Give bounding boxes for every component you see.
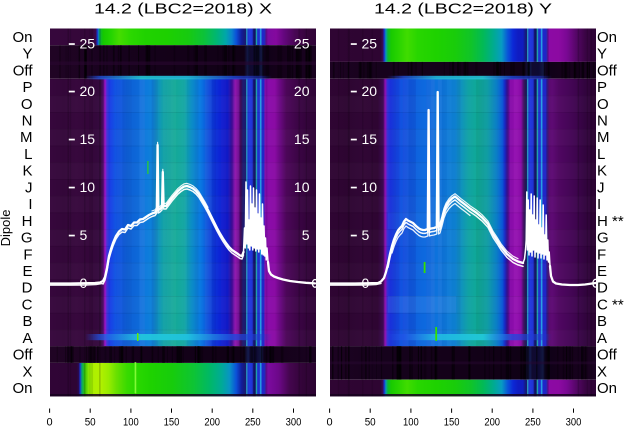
svg-text:10: 10: [362, 179, 378, 195]
svg-text:5: 5: [80, 227, 88, 243]
svg-text:I: I: [28, 196, 32, 213]
svg-text:250: 250: [245, 417, 261, 429]
svg-text:P: P: [22, 79, 32, 96]
svg-text:15: 15: [362, 131, 378, 147]
svg-text:C **: C **: [597, 296, 624, 313]
svg-text:0: 0: [80, 275, 88, 291]
svg-text:H **: H **: [597, 213, 624, 230]
svg-text:Off: Off: [13, 347, 34, 364]
svg-text:G: G: [21, 230, 33, 247]
svg-text:K: K: [22, 163, 32, 180]
svg-text:B: B: [22, 313, 32, 330]
svg-text:I: I: [597, 196, 601, 213]
svg-text:E: E: [22, 263, 32, 280]
svg-text:150: 150: [164, 417, 180, 429]
svg-text:14.2 (LBC2=2018) Y: 14.2 (LBC2=2018) Y: [374, 2, 552, 18]
svg-text:H: H: [22, 213, 33, 230]
svg-text:20: 20: [362, 83, 378, 99]
svg-text:L: L: [597, 146, 605, 163]
svg-text:200: 200: [204, 417, 220, 429]
svg-text:5: 5: [362, 227, 370, 243]
svg-text:J: J: [597, 179, 605, 196]
svg-text:20: 20: [294, 83, 310, 99]
svg-text:E: E: [597, 263, 607, 280]
svg-text:5: 5: [302, 227, 310, 243]
svg-text:B: B: [597, 313, 607, 330]
svg-text:On: On: [12, 29, 32, 46]
svg-text:On: On: [597, 380, 617, 397]
svg-text:10: 10: [80, 179, 96, 195]
svg-text:15: 15: [294, 131, 310, 147]
svg-text:On: On: [12, 380, 32, 397]
svg-text:20: 20: [80, 83, 96, 99]
svg-text:300: 300: [566, 417, 582, 429]
svg-text:P: P: [597, 79, 607, 96]
svg-text:25: 25: [80, 36, 96, 52]
svg-text:200: 200: [484, 417, 500, 429]
svg-text:A: A: [22, 330, 32, 347]
svg-text:0: 0: [362, 275, 370, 291]
svg-text:X: X: [597, 363, 607, 380]
svg-text:0: 0: [47, 417, 53, 429]
svg-text:15: 15: [80, 131, 96, 147]
svg-text:M: M: [597, 129, 610, 146]
svg-text:A: A: [597, 330, 607, 347]
svg-text:100: 100: [403, 417, 419, 429]
svg-text:25: 25: [362, 36, 378, 52]
svg-text:100: 100: [123, 417, 139, 429]
svg-text:Off: Off: [597, 62, 618, 79]
svg-text:M: M: [20, 129, 33, 146]
svg-text:Off: Off: [597, 347, 618, 364]
svg-text:N: N: [597, 113, 608, 130]
svg-text:150: 150: [444, 417, 460, 429]
svg-text:14.2 (LBC2=2018) X: 14.2 (LBC2=2018) X: [94, 2, 272, 18]
svg-text:50: 50: [85, 417, 96, 429]
svg-text:D: D: [22, 280, 33, 297]
svg-text:10: 10: [294, 179, 310, 195]
svg-text:G: G: [597, 230, 609, 247]
svg-text:250: 250: [525, 417, 541, 429]
svg-text:300: 300: [286, 417, 302, 429]
svg-text:25: 25: [294, 36, 310, 52]
svg-text:X: X: [22, 363, 32, 380]
svg-text:L: L: [24, 146, 32, 163]
svg-text:K: K: [597, 163, 607, 180]
svg-text:F: F: [23, 246, 32, 263]
svg-text:Y: Y: [22, 46, 32, 63]
svg-text:50: 50: [365, 417, 376, 429]
svg-text:J: J: [25, 179, 33, 196]
svg-text:N: N: [22, 113, 33, 130]
svg-text:On: On: [597, 29, 617, 46]
svg-text:Y: Y: [597, 46, 607, 63]
svg-text:D: D: [597, 280, 608, 297]
svg-text:0: 0: [327, 417, 333, 429]
svg-text:O: O: [21, 96, 33, 113]
svg-text:F: F: [597, 246, 606, 263]
svg-text:Dipole: Dipole: [0, 210, 13, 247]
svg-text:Off: Off: [13, 62, 34, 79]
svg-text:O: O: [597, 96, 609, 113]
svg-text:C: C: [22, 296, 33, 313]
